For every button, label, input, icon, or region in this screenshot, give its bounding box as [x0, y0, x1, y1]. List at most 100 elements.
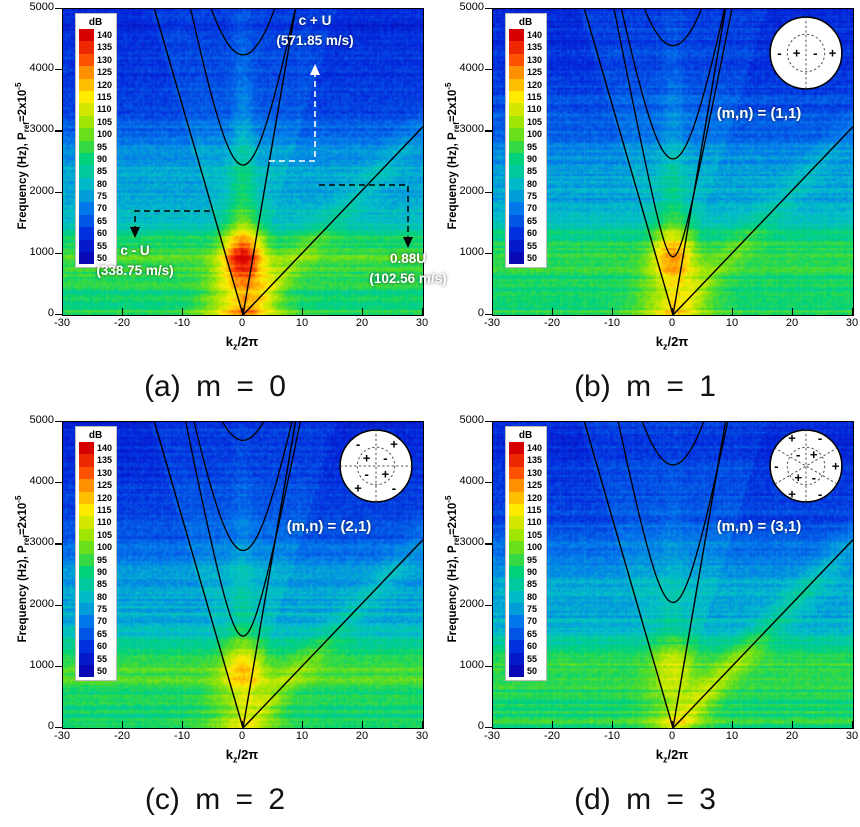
y-tick-mark — [55, 421, 62, 423]
panel-c: Frequency (Hz), Pref=2x10-5 dB 140 135 130 1… — [0, 413, 430, 826]
colorbar-value: 60 — [97, 228, 108, 239]
x-tick-label: 30 — [845, 730, 859, 742]
colorbar-value: 140 — [527, 443, 543, 453]
x-tick-label: -10 — [174, 730, 190, 742]
colorbar-value: 125 — [97, 67, 113, 78]
colorbar-swatch — [79, 590, 94, 604]
colorbar-swatch — [79, 128, 94, 141]
colorbar-entry: 120 — [79, 491, 112, 504]
colorbar-entry: 65 — [509, 214, 542, 228]
mode-order-label: (m,n) = (1,1) — [716, 105, 802, 122]
colorbar-swatch — [509, 165, 524, 178]
svg-text:-: - — [356, 437, 360, 452]
colorbar-swatch — [79, 640, 94, 653]
colorbar-value: 120 — [527, 79, 543, 90]
colorbar-value: 90 — [97, 153, 108, 164]
colorbar-swatch — [509, 53, 524, 67]
mode-shape-icon: - + - + — [767, 14, 845, 92]
colorbar-legend: dB 140 135 130 125 120 115 110 105 100 95 90 85 80 75 7… — [505, 13, 548, 269]
colorbar-entry: 115 — [509, 503, 542, 517]
colorbar-swatch — [79, 227, 94, 240]
mode-order-label: (m,n) = (2,1) — [286, 518, 372, 535]
colorbar-swatch — [79, 103, 94, 116]
svg-text:+: + — [832, 459, 840, 474]
y-tick-mark — [55, 8, 62, 10]
colorbar-entry: 110 — [509, 103, 542, 116]
colorbar-entry: 125 — [79, 479, 113, 492]
colorbar-swatch — [79, 239, 94, 253]
y-tick-mark — [55, 69, 62, 71]
colorbar-entry: 135 — [509, 454, 543, 467]
colorbar-entry: 125 — [509, 479, 542, 492]
colorbar-swatch — [79, 466, 94, 480]
x-tick-label: -30 — [54, 317, 70, 329]
x-tick-label: 20 — [785, 317, 799, 329]
colorbar-value: 60 — [527, 641, 538, 652]
colorbar-value: 130 — [97, 467, 113, 478]
colorbar-entry: 80 — [509, 177, 542, 191]
colorbar-swatch — [79, 615, 94, 628]
colorbar-entry: 135 — [79, 454, 112, 467]
colorbar-swatch — [79, 578, 94, 591]
colorbar-value: 70 — [527, 203, 538, 214]
colorbar-swatch — [509, 115, 524, 129]
colorbar-value: 130 — [527, 54, 543, 65]
colorbar-swatch — [509, 29, 524, 42]
colorbar-entry: 65 — [79, 627, 112, 641]
y-tick-mark — [55, 130, 62, 132]
colorbar-value: 115 — [97, 504, 112, 515]
colorbar-swatch — [509, 152, 524, 166]
colorbar-entry: 60 — [509, 227, 542, 240]
svg-text:-: - — [383, 451, 387, 466]
colorbar-entry: 115 — [79, 503, 112, 517]
colorbar-value: 90 — [97, 566, 108, 577]
colorbar-entry: 100 — [509, 541, 542, 554]
colorbar-entry: 110 — [79, 516, 112, 529]
colorbar-value: 50 — [97, 253, 108, 264]
svg-text:+: + — [794, 470, 802, 485]
x-tick-label: -30 — [54, 730, 70, 742]
x-tick-label: -10 — [604, 317, 620, 329]
heatmap-plot: dB 140 135 130 125 120 115 110 105 100 95 90 85 80 75 7… — [492, 8, 854, 316]
x-tick-label: 20 — [355, 730, 369, 742]
colorbar-value: 95 — [527, 141, 538, 152]
colorbar-value: 65 — [527, 215, 538, 226]
colorbar-value: 135 — [527, 455, 543, 466]
colorbar-swatch — [509, 103, 524, 116]
colorbar-entry: 55 — [79, 652, 112, 666]
colorbar-value: 95 — [97, 554, 108, 565]
colorbar-swatch — [79, 516, 94, 529]
x-tick-label: -20 — [114, 730, 130, 742]
panel-d: Frequency (Hz), Pref=2x10-5 dB 140 135 130 1… — [430, 413, 860, 826]
colorbar-entry: 70 — [79, 202, 112, 215]
colorbar-swatch — [509, 239, 524, 253]
colorbar-value: 105 — [527, 529, 543, 540]
colorbar-entry: 140 — [79, 29, 112, 42]
x-tick-label: -30 — [484, 730, 500, 742]
colorbar-swatch — [79, 41, 94, 54]
heatmap-plot: dB 140 135 130 125 120 115 110 105 100 95 90 85 80 75 7… — [492, 421, 854, 729]
colorbar-entry: 90 — [79, 565, 112, 579]
colorbar-value: 50 — [97, 666, 108, 677]
colorbar-entry: 130 — [79, 466, 113, 480]
colorbar-value: 65 — [97, 628, 108, 639]
colorbar-value: 85 — [97, 166, 108, 177]
colorbar-value: 115 — [527, 91, 542, 102]
colorbar-swatch — [79, 652, 94, 666]
y-tick-label: 0 — [477, 720, 484, 732]
x-tick-label: -30 — [484, 317, 500, 329]
colorbar-swatch — [509, 665, 524, 678]
y-tick-mark — [55, 252, 62, 254]
colorbar-value: 125 — [97, 480, 113, 491]
colorbar-value: 120 — [527, 492, 543, 503]
svg-text:-: - — [774, 459, 778, 474]
svg-text:-: - — [818, 430, 822, 445]
y-axis-label: Frequency (Hz), Pref=2x10-5 — [14, 82, 32, 230]
colorbar-swatch — [509, 252, 524, 265]
colorbar-value: 55 — [527, 653, 538, 664]
x-tick-label: 0 — [238, 317, 246, 329]
x-axis-label: kz/2π — [655, 747, 689, 765]
colorbar-swatch — [79, 541, 94, 554]
x-tick-label: 0 — [238, 730, 246, 742]
panel-b: Frequency (Hz), Pref=2x10-5 dB 140 135 130 1… — [430, 0, 860, 413]
